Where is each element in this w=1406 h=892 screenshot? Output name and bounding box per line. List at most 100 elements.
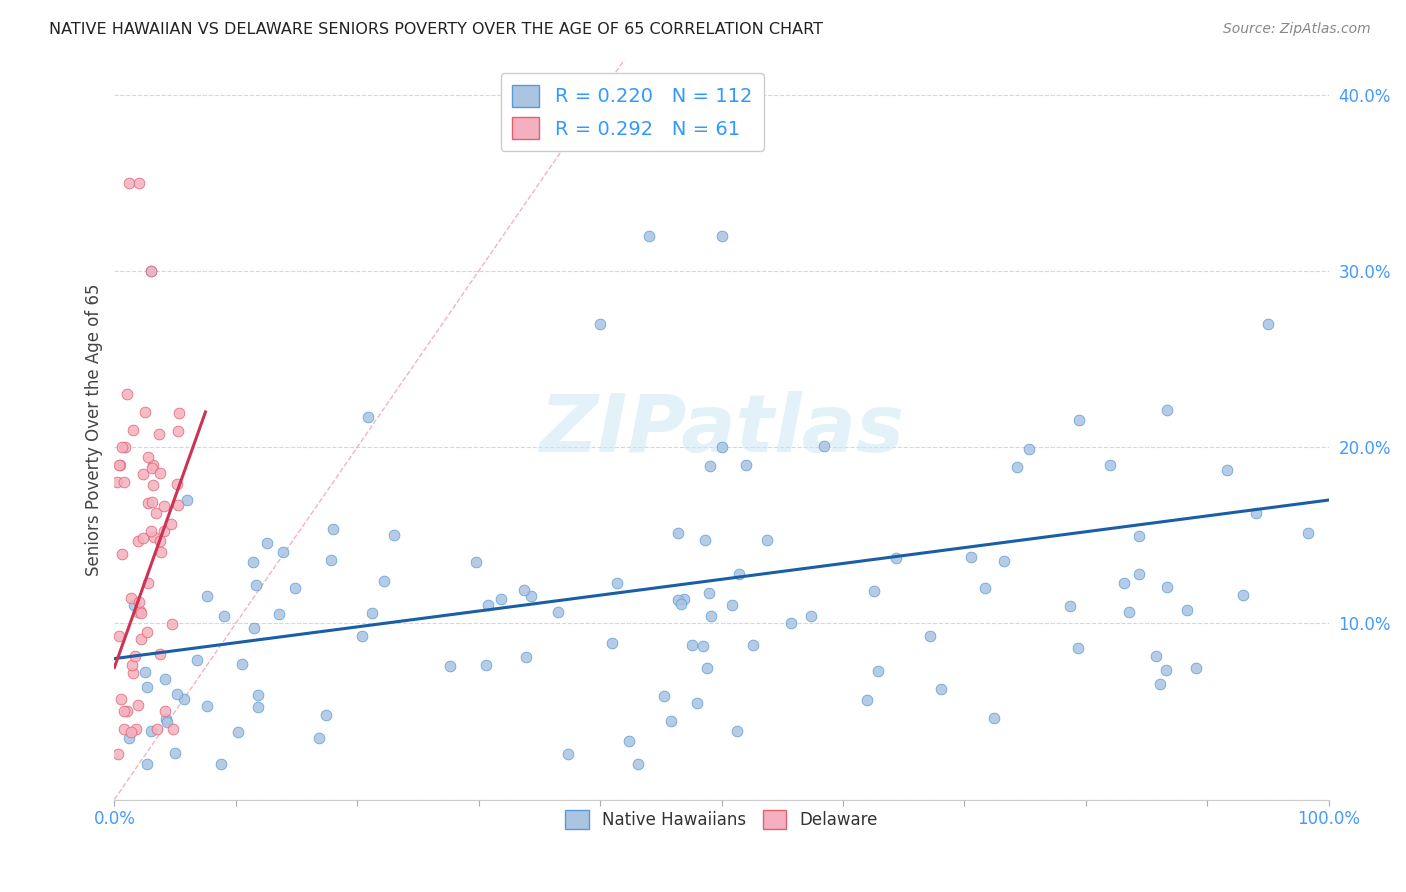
Point <box>1114 576 1136 591</box>
Point <box>742 638 765 652</box>
Point <box>105 475 128 490</box>
Point <box>813 439 835 453</box>
Point <box>111 440 134 454</box>
Point <box>700 608 723 623</box>
Point <box>139 264 162 278</box>
Point <box>637 228 659 243</box>
Point <box>1118 605 1140 619</box>
Point <box>983 711 1005 725</box>
Point <box>127 533 149 548</box>
Point <box>1149 677 1171 691</box>
Point <box>686 696 709 710</box>
Point <box>800 609 823 624</box>
Point <box>465 555 488 569</box>
Point <box>699 458 721 473</box>
Point <box>150 544 173 558</box>
Text: NATIVE HAWAIIAN VS DELAWARE SENIORS POVERTY OVER THE AGE OF 65 CORRELATION CHART: NATIVE HAWAIIAN VS DELAWARE SENIORS POVE… <box>49 22 823 37</box>
Point <box>734 458 756 472</box>
Point <box>141 460 163 475</box>
Point <box>1156 663 1178 677</box>
Point <box>491 591 513 606</box>
Point <box>129 604 152 618</box>
Point <box>155 705 177 719</box>
Point <box>267 607 290 621</box>
Point <box>1232 588 1254 602</box>
Point <box>124 599 146 613</box>
Point <box>256 536 278 550</box>
Point <box>520 589 543 603</box>
Point <box>246 699 269 714</box>
Point <box>710 440 733 454</box>
Point <box>627 757 650 772</box>
Point <box>128 595 150 609</box>
Point <box>666 593 689 607</box>
Point <box>602 636 624 650</box>
Point <box>242 555 264 569</box>
Point <box>681 638 703 652</box>
Point <box>1156 581 1178 595</box>
Point <box>149 647 172 661</box>
Point <box>129 607 152 621</box>
Point <box>156 715 179 730</box>
Point <box>780 615 803 630</box>
Point <box>315 708 337 723</box>
Point <box>115 387 138 401</box>
Point <box>195 589 218 603</box>
Point <box>111 547 134 561</box>
Point <box>271 545 294 559</box>
Point <box>1128 528 1150 542</box>
Point <box>195 698 218 713</box>
Point <box>112 705 135 719</box>
Point <box>167 498 190 512</box>
Point <box>136 624 159 639</box>
Point <box>606 576 628 591</box>
Point <box>755 533 778 547</box>
Point <box>884 551 907 566</box>
Point <box>929 681 952 696</box>
Point <box>142 477 165 491</box>
Point <box>127 606 149 620</box>
Point <box>129 632 152 646</box>
Point <box>856 693 879 707</box>
Point <box>245 578 267 592</box>
Point <box>162 722 184 736</box>
Point <box>167 424 190 438</box>
Point <box>110 691 132 706</box>
Point <box>155 673 177 687</box>
Point <box>547 605 569 619</box>
Point <box>127 698 149 712</box>
Point <box>728 567 751 582</box>
Point <box>1005 459 1028 474</box>
Point <box>155 712 177 726</box>
Point <box>1175 603 1198 617</box>
Point <box>142 529 165 543</box>
Point <box>1244 507 1267 521</box>
Point <box>671 597 693 611</box>
Point <box>617 734 640 748</box>
Point <box>166 477 188 491</box>
Point <box>114 440 136 454</box>
Point <box>863 583 886 598</box>
Point <box>120 591 142 605</box>
Point <box>136 680 159 694</box>
Point <box>132 467 155 482</box>
Point <box>1156 403 1178 417</box>
Point <box>1128 566 1150 581</box>
Point <box>659 714 682 728</box>
Point <box>136 450 159 464</box>
Point <box>474 657 496 672</box>
Point <box>121 665 143 680</box>
Point <box>146 722 169 736</box>
Point <box>136 757 159 772</box>
Point <box>167 406 190 420</box>
Point <box>477 599 499 613</box>
Point <box>1184 661 1206 675</box>
Point <box>696 661 718 675</box>
Point <box>118 731 141 746</box>
Point <box>589 317 612 331</box>
Point <box>186 653 208 667</box>
Point <box>136 575 159 590</box>
Point <box>141 494 163 508</box>
Point <box>1018 442 1040 456</box>
Point <box>148 427 170 442</box>
